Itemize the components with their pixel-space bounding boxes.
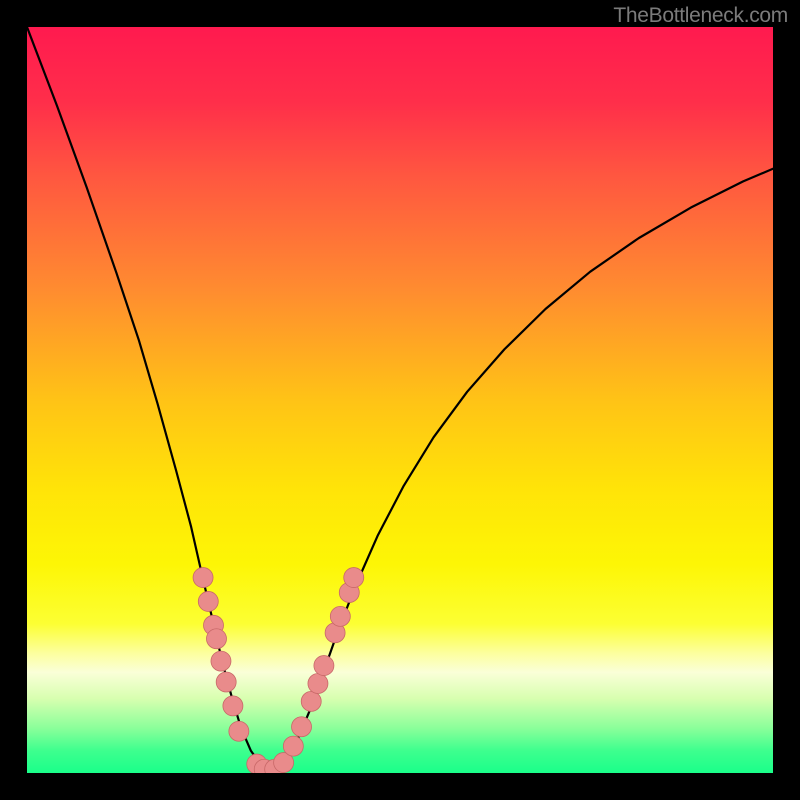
data-marker (301, 691, 321, 711)
data-marker (223, 696, 243, 716)
data-marker (283, 736, 303, 756)
data-marker (344, 568, 364, 588)
watermark-text: TheBottleneck.com (613, 4, 788, 28)
plot-area (27, 27, 773, 773)
data-marker (314, 656, 334, 676)
chart-overlay (27, 27, 773, 773)
data-marker (330, 606, 350, 626)
data-marker (198, 591, 218, 611)
data-marker (308, 673, 328, 693)
data-marker (292, 717, 312, 737)
data-marker (229, 721, 249, 741)
bottleneck-curve (27, 27, 773, 770)
data-marker (211, 651, 231, 671)
data-marker (193, 568, 213, 588)
data-marker (206, 629, 226, 649)
data-markers (193, 568, 364, 773)
data-marker (216, 672, 236, 692)
